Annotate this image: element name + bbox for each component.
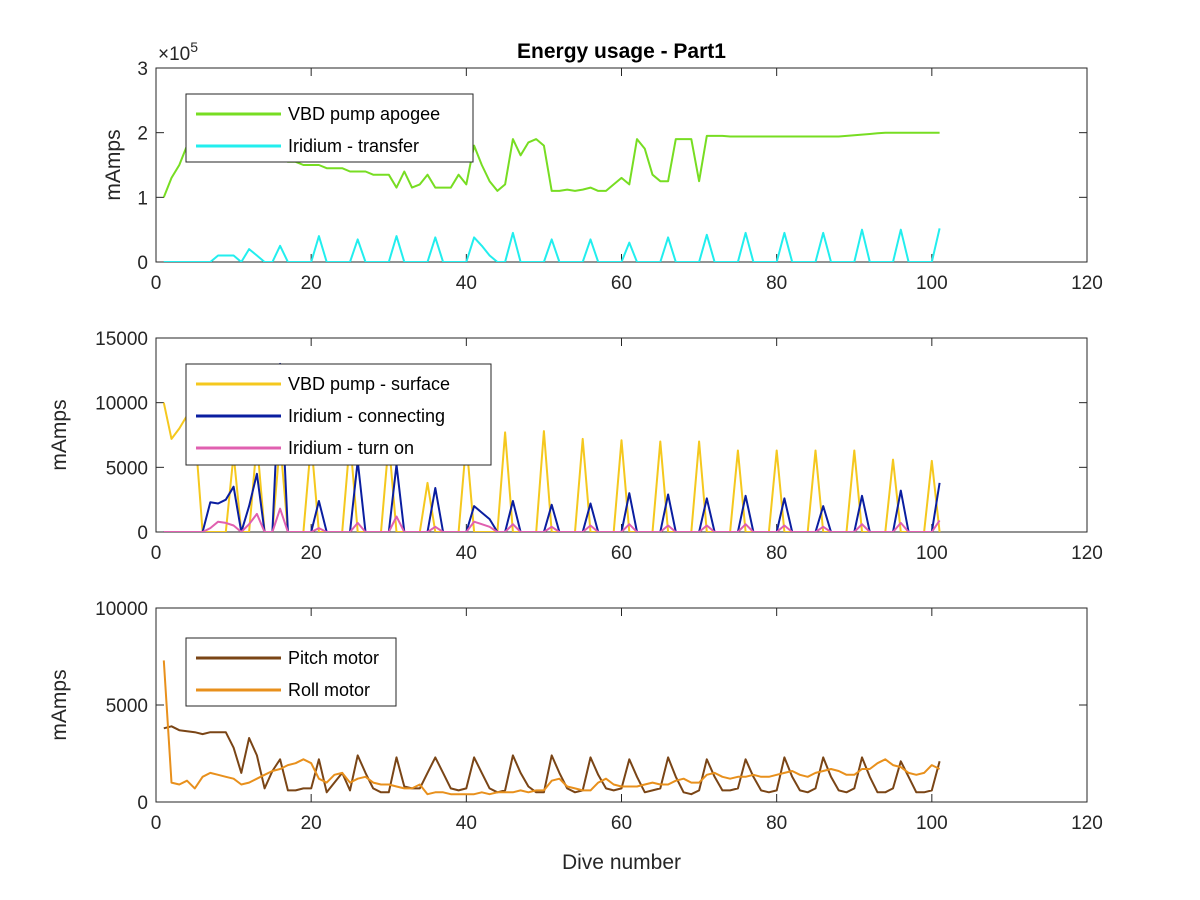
x-tick-label: 60: [611, 543, 632, 564]
legend-box: [185, 637, 397, 707]
x-tick-label: 120: [1071, 543, 1103, 564]
y-exponent-label: ×105: [158, 39, 198, 65]
x-tick-label: 40: [456, 273, 477, 294]
x-tick-label: 80: [766, 273, 787, 294]
y-tick-label: 15000: [95, 329, 148, 350]
y-tick-label: 10000: [95, 394, 148, 415]
y-tick-label: 0: [137, 523, 148, 544]
y-tick-label: 5000: [106, 696, 148, 717]
x-tick-label: 0: [151, 813, 162, 834]
x-axis-label: Dive number: [562, 851, 681, 874]
series-line-iridium-turn-on: [163, 507, 941, 532]
subplot-3: 0 20 40 60 80 100 120 0 5000 10000 mAmps Dive numbe…: [48, 599, 1103, 874]
x-tick-label: 60: [611, 813, 632, 834]
x-tick-label: 20: [301, 273, 322, 294]
subplot-2: 0 20 40 60 80 100 120 0 5000 10000 15000 mAmps VBD p…: [48, 329, 1103, 564]
series-line-pitch-motor: [163, 725, 941, 796]
legend: VBD pump apogee Iridium - transfer: [185, 93, 474, 163]
x-tick-label: 80: [766, 543, 787, 564]
legend: Pitch motor Roll motor: [185, 637, 397, 707]
legend-label: Pitch motor: [288, 648, 379, 668]
subplot-1: 0 20 40 60 80 100 120 0 1 2 3 ×105 Energy usage - Pa…: [102, 39, 1103, 294]
y-tick-label: 2: [137, 124, 148, 145]
legend-box: [185, 93, 474, 163]
y-tick-label: 0: [137, 253, 148, 274]
x-tick-label: 40: [456, 543, 477, 564]
x-tick-label: 0: [151, 543, 162, 564]
x-tick-label: 80: [766, 813, 787, 834]
legend: VBD pump - surface Iridium - connecting Ir…: [185, 363, 492, 466]
legend-label: Iridium - turn on: [288, 438, 414, 458]
x-tick-label: 100: [916, 543, 948, 564]
series-line-iridium-transfer: [163, 228, 941, 262]
x-tick-label: 100: [916, 813, 948, 834]
series-line-vbd-pump-surface: [162, 402, 941, 532]
x-tick-label: 0: [151, 273, 162, 294]
legend-label: Iridium - connecting: [288, 406, 445, 426]
y-tick-label: 1: [137, 188, 148, 209]
series-line-iridium-connecting: [163, 362, 941, 532]
legend-label: VBD pump - surface: [288, 374, 450, 394]
x-tick-label: 120: [1071, 273, 1103, 294]
legend-label: VBD pump apogee: [288, 104, 440, 124]
y-tick-label: 10000: [95, 599, 148, 620]
x-tick-label: 20: [301, 543, 322, 564]
y-axis-label: mAmps: [48, 399, 71, 470]
y-axis-label: mAmps: [102, 129, 125, 200]
x-tick-label: 60: [611, 273, 632, 294]
y-axis-label: mAmps: [48, 669, 71, 740]
chart-title: Energy usage - Part1: [517, 40, 726, 63]
x-tick-label: 20: [301, 813, 322, 834]
legend-label: Iridium - transfer: [288, 136, 419, 156]
y-tick-label: 0: [137, 793, 148, 814]
y-tick-label: 5000: [106, 458, 148, 479]
y-tick-label: 3: [137, 59, 148, 80]
series-line-roll-motor: [162, 660, 941, 796]
x-tick-label: 100: [916, 273, 948, 294]
x-tick-label: 40: [456, 813, 477, 834]
legend-label: Roll motor: [288, 680, 370, 700]
x-tick-label: 120: [1071, 813, 1103, 834]
